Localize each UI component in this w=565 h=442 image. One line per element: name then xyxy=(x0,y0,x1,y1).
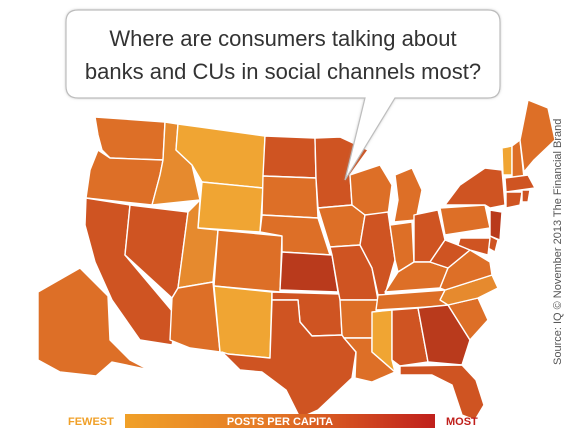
states-layer xyxy=(37,99,556,421)
state-alabama xyxy=(391,307,429,367)
state-new-york xyxy=(444,167,506,209)
state-pennsylvania xyxy=(439,204,491,236)
legend-gradient-bar xyxy=(125,414,435,428)
state-new-jersey xyxy=(489,209,503,241)
state-kentucky xyxy=(384,261,449,293)
state-north-dakota xyxy=(262,135,317,179)
state-maine xyxy=(519,99,556,173)
legend-center-label: POSTS PER CAPITA xyxy=(227,416,333,428)
state-kansas xyxy=(279,251,339,293)
map-title-line-1: Where are consumers talking about xyxy=(109,26,456,51)
source-credit: Source: IQ © November 2013 The Financial… xyxy=(552,118,564,365)
speech-bubble xyxy=(65,9,501,181)
state-alaska xyxy=(37,267,169,381)
legend-high-label: MOST xyxy=(446,416,478,428)
legend-low-label: FEWEST xyxy=(68,416,114,428)
state-connecticut xyxy=(505,191,523,209)
state-maryland xyxy=(457,237,491,256)
state-colorado xyxy=(213,229,283,293)
state-rhode-island xyxy=(521,189,531,203)
map-title-line-2: banks and CUs in social channels most? xyxy=(85,59,481,84)
state-new-mexico xyxy=(213,285,273,359)
state-south-dakota xyxy=(261,175,319,219)
state-florida xyxy=(399,364,485,421)
state-vermont xyxy=(501,145,513,176)
state-mississippi xyxy=(371,309,396,373)
state-arizona xyxy=(169,281,221,353)
state-wisconsin xyxy=(349,164,393,216)
state-washington xyxy=(94,116,166,161)
state-massachusetts xyxy=(504,174,536,193)
state-wyoming xyxy=(197,181,264,233)
